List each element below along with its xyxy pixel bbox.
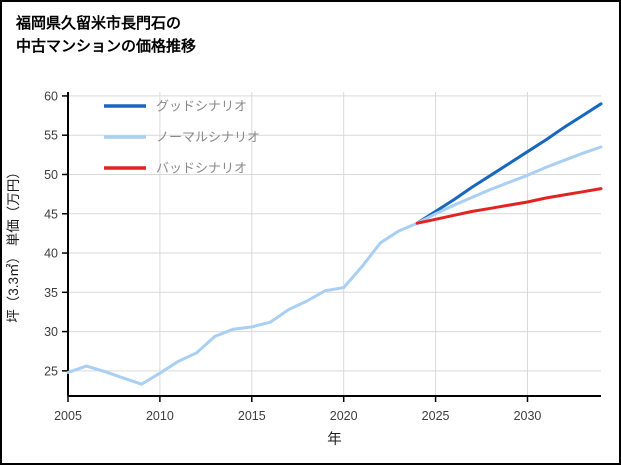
x-tick-label: 2015 [238,409,266,423]
y-tick-label: 55 [44,129,58,143]
y-tick-label: 60 [44,89,58,103]
x-tick-label: 2005 [54,409,82,423]
legend-label-1: ノーマルシナリオ [156,130,260,145]
y-axis-label: 坪（3.3㎡） 単価（万円） [6,165,21,323]
x-tick-label: 2010 [146,409,174,423]
series-line-2 [415,187,603,225]
legend-label-2: バッドシナリオ [156,161,247,176]
series-line-0 [415,102,603,225]
chart-title-line-1: 福岡県久留米市長門石の [16,15,182,32]
x-tick-label: 2025 [422,409,450,423]
y-tick-label: 35 [44,286,58,300]
y-tick-label: 30 [44,325,58,339]
x-tick-label: 2020 [330,409,358,423]
price-trend-chart: 2005 2010 2015 2020 2025 2030 25 30 35 40 45 50 55 60… [6,89,603,448]
y-tick-label: 40 [44,247,58,261]
series-line-1 [66,145,603,386]
x-axis-label: 年 [327,431,342,448]
legend-label-0: グッドシナリオ [156,99,247,114]
y-tick-label: 45 [44,207,58,221]
x-tick-label: 2030 [514,409,542,423]
chart-title: 福岡県久留米市長門石の 中古マンションの価格推移 [16,12,196,59]
chart-title-line-2: 中古マンションの価格推移 [16,38,197,56]
y-tick-label: 25 [44,364,58,378]
y-tick-label: 50 [44,168,58,182]
